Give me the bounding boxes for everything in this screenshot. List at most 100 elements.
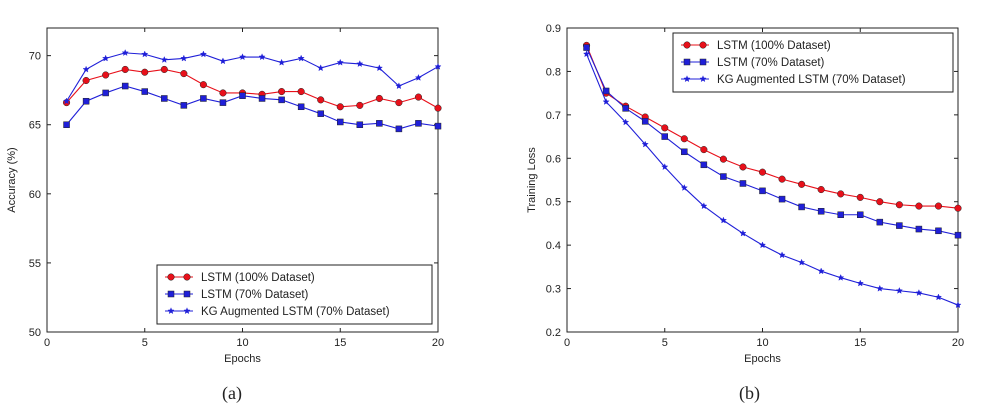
data-point <box>317 96 325 104</box>
data-point <box>954 204 962 212</box>
series-1 <box>63 65 442 112</box>
training-loss-chart: 0 5 10 15 20 0.2 0.3 0.4 0.5 0.6 0.7 0.8 0.9 Epochs Tr… <box>526 23 964 365</box>
data-point <box>935 227 942 235</box>
accuracy-chart-panel: 0 5 10 15 20 50 55 60 65 70 Epochs Accuracy (%) LSTM… <box>0 0 490 419</box>
data-point <box>200 95 207 102</box>
data-point <box>719 155 727 163</box>
y-tick-label: 50 <box>29 327 41 339</box>
y-tick-label: 60 <box>29 189 41 201</box>
data-point <box>395 125 403 133</box>
x-tick-label: 20 <box>432 337 444 349</box>
data-point <box>375 64 383 72</box>
legend-entry: LSTM (100% Dataset) <box>717 40 831 52</box>
y-tick-label: 55 <box>29 258 41 270</box>
data-point <box>356 60 364 67</box>
data-point <box>375 94 383 103</box>
data-point <box>121 49 129 56</box>
legend-marker <box>183 273 191 281</box>
chart-caption-b: (b) <box>739 383 760 403</box>
x-tick-label: 10 <box>756 337 768 349</box>
y-tick-label: 0.5 <box>546 197 561 209</box>
data-point <box>395 82 403 90</box>
data-point <box>82 65 90 73</box>
data-point <box>895 286 903 294</box>
data-point <box>856 279 864 287</box>
data-point <box>778 175 786 183</box>
data-point <box>414 74 423 81</box>
legend-marker <box>167 290 175 298</box>
data-point <box>661 124 669 132</box>
data-point <box>297 54 305 62</box>
data-point <box>582 50 591 58</box>
data-point <box>434 122 442 130</box>
x-tick-label: 15 <box>334 337 346 349</box>
data-point <box>817 208 825 215</box>
data-point <box>395 99 403 107</box>
data-point <box>700 161 708 169</box>
data-point <box>356 121 364 128</box>
legend-marker <box>183 307 191 315</box>
data-point <box>160 56 168 63</box>
y-tick-label: 0.7 <box>546 110 561 122</box>
x-tick-label: 0 <box>44 337 50 349</box>
legend-marker <box>683 75 691 83</box>
data-point <box>337 118 344 126</box>
y-axis-label: Training Loss <box>526 147 538 213</box>
series-line <box>586 47 959 236</box>
legend-marker <box>699 41 707 49</box>
data-point <box>954 301 962 309</box>
series-line <box>66 85 439 130</box>
data-point <box>739 163 747 171</box>
legend-entry: LSTM (70% Dataset) <box>201 289 309 301</box>
data-point <box>219 57 227 65</box>
legend-box <box>672 32 954 93</box>
data-point <box>837 190 845 198</box>
data-point <box>414 93 423 101</box>
data-point <box>622 118 630 126</box>
data-point <box>680 135 688 143</box>
x-tick-label: 10 <box>236 337 248 349</box>
data-point <box>434 104 442 112</box>
data-point <box>161 95 168 102</box>
x-tick-label: 0 <box>564 337 570 349</box>
data-point <box>876 198 884 206</box>
data-point <box>62 97 71 105</box>
legend-marker <box>167 273 175 281</box>
legend-marker <box>183 290 191 298</box>
data-point <box>778 251 786 259</box>
data-point <box>680 184 688 191</box>
data-point <box>258 95 266 102</box>
data-point <box>297 103 305 111</box>
data-point <box>622 105 629 112</box>
x-tick-label: 20 <box>952 337 964 349</box>
data-point <box>915 289 923 296</box>
series-3 <box>62 49 442 105</box>
y-tick-label: 65 <box>29 120 41 132</box>
legend-entry: KG Augmented LSTM (70% Dataset) <box>201 306 390 318</box>
data-point <box>238 53 247 61</box>
data-point <box>720 173 727 180</box>
data-point <box>180 70 188 78</box>
data-point <box>915 225 923 233</box>
data-point <box>583 44 590 51</box>
legend-entry: KG Augmented LSTM (70% Dataset) <box>717 74 906 86</box>
data-point <box>758 168 767 176</box>
data-point <box>317 110 324 117</box>
data-point <box>336 103 344 111</box>
data-point <box>180 102 188 109</box>
data-point <box>896 222 903 229</box>
data-point <box>356 101 364 109</box>
data-point <box>817 267 825 275</box>
data-point <box>661 133 668 140</box>
x-tick-label: 5 <box>142 337 148 349</box>
legend-entry: LSTM (100% Dataset) <box>201 272 315 284</box>
data-point <box>278 96 285 104</box>
y-tick-label: 70 <box>29 51 41 63</box>
data-point <box>102 89 109 97</box>
data-point <box>876 284 884 292</box>
data-point <box>336 58 344 66</box>
legend-marker <box>167 307 175 315</box>
data-point <box>798 203 805 211</box>
data-point <box>102 71 110 79</box>
data-point <box>778 195 786 203</box>
